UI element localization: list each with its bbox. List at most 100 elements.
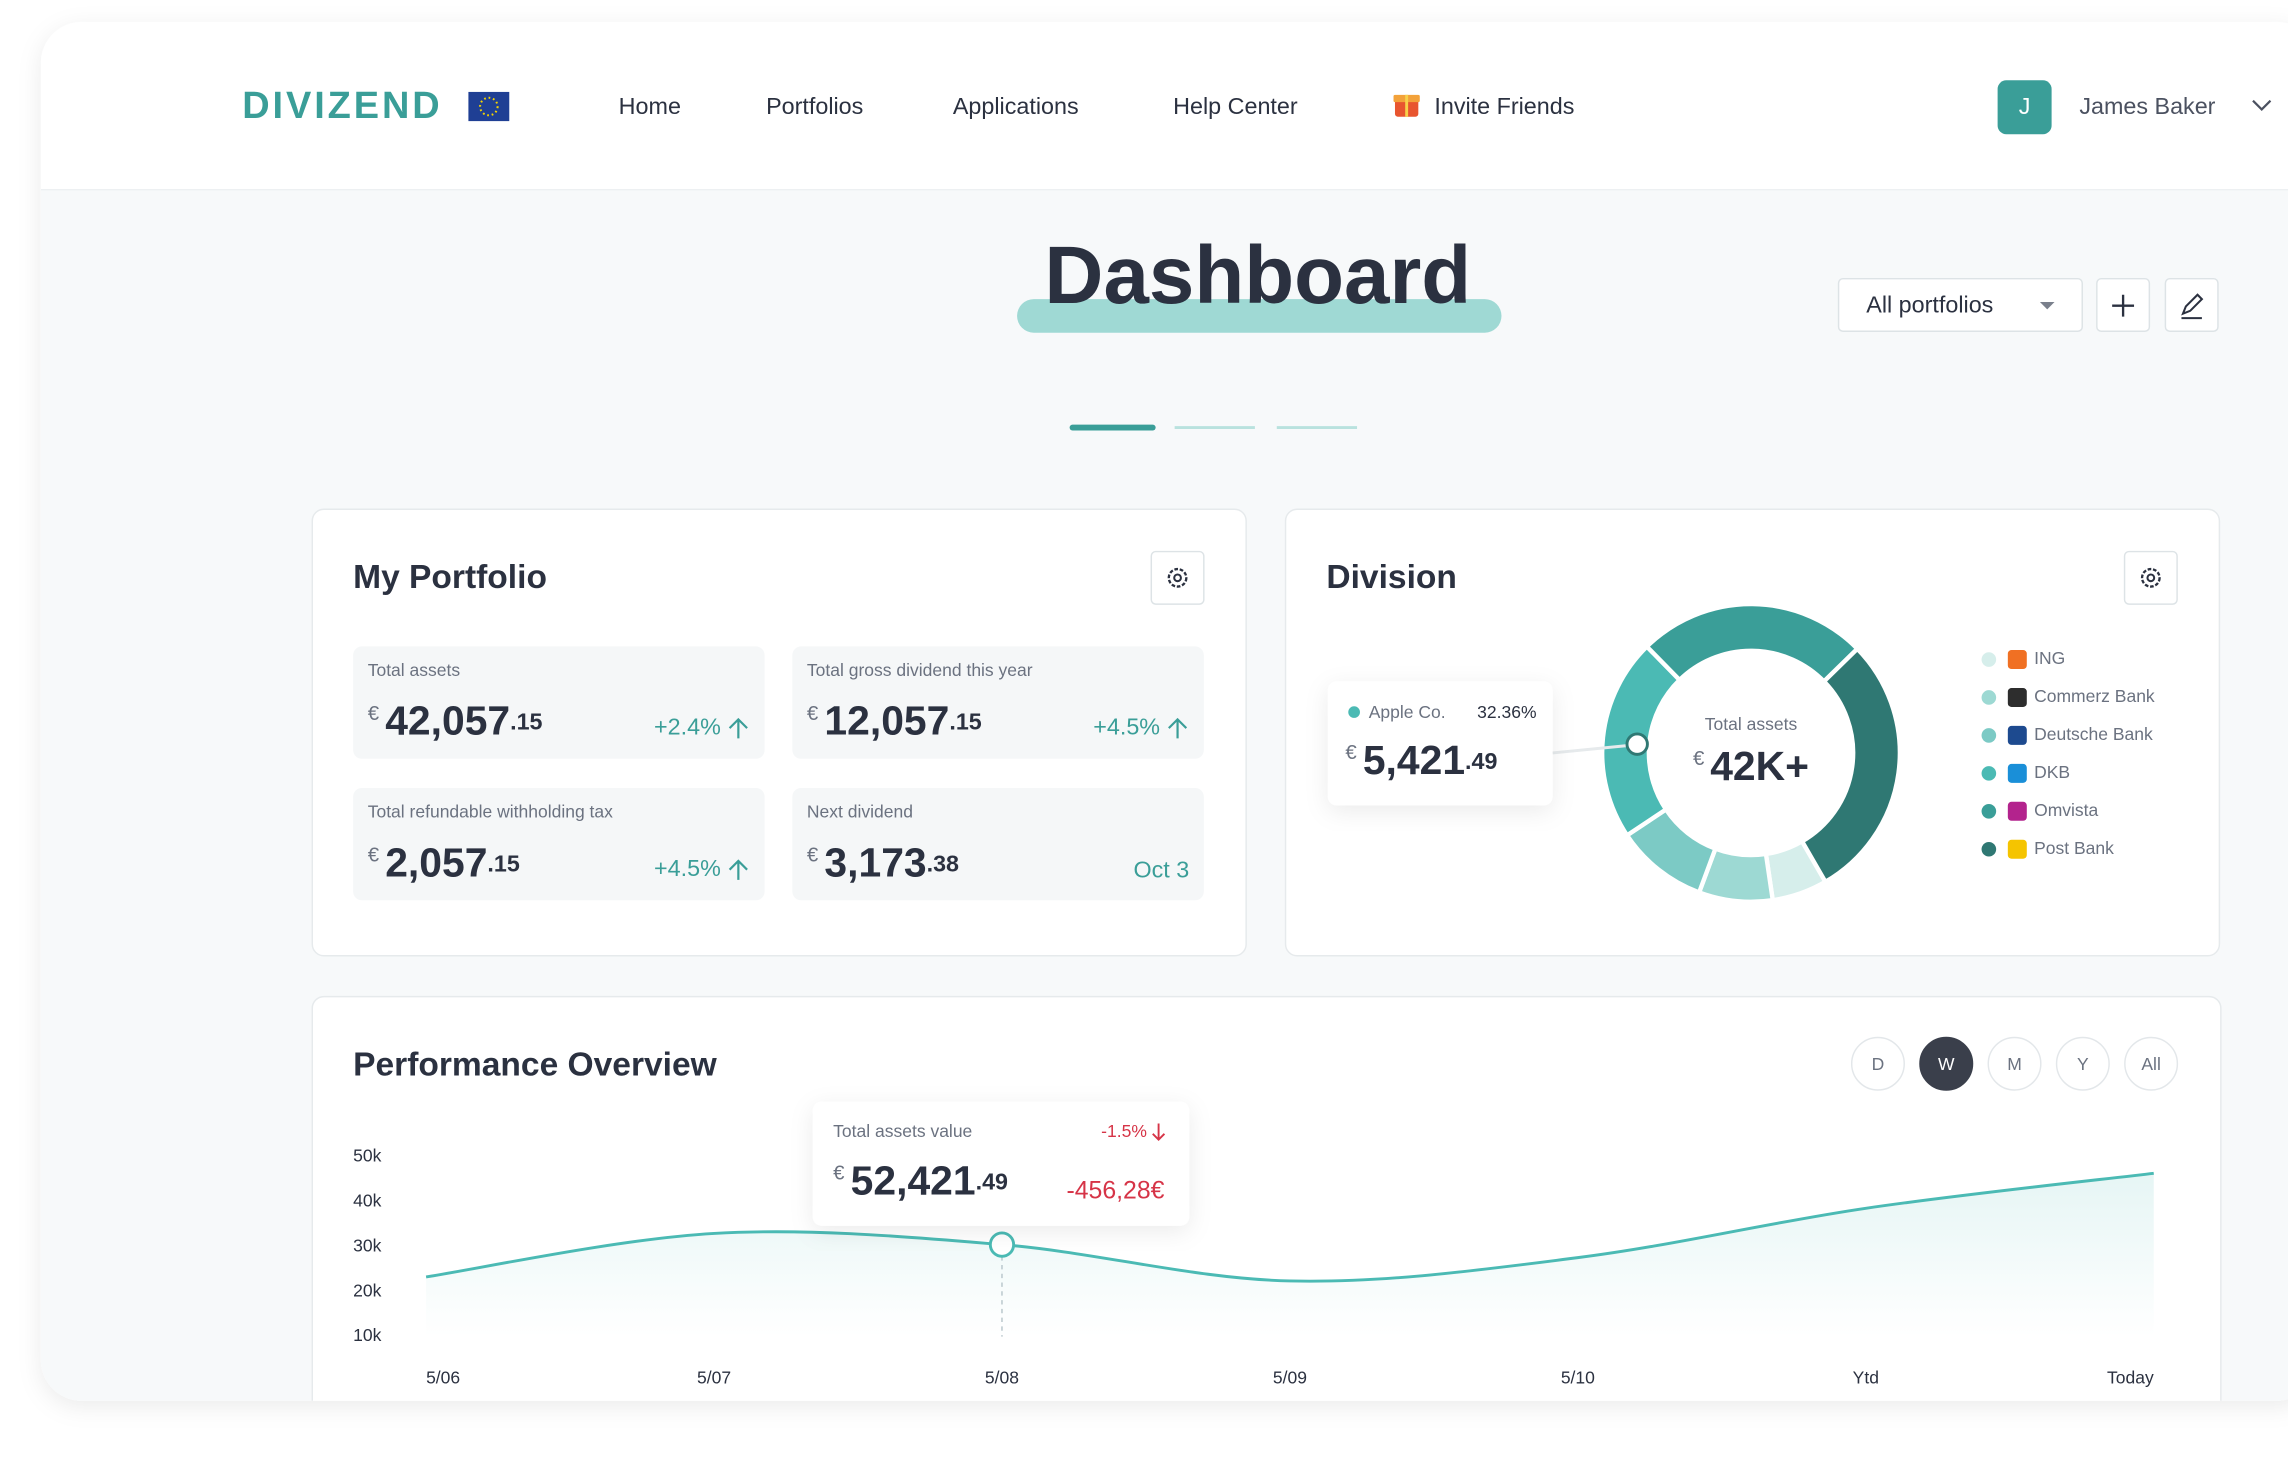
amount-cents: .49 xyxy=(976,1169,1008,1195)
up-arrow xyxy=(1168,717,1188,739)
hover-marker xyxy=(988,1231,1016,1258)
amount-cents: .38 xyxy=(927,850,959,876)
nav-link[interactable]: Invite Friends xyxy=(1434,93,1574,119)
legend-logo xyxy=(2007,725,2027,745)
legend-label[interactable]: Omvista xyxy=(2034,800,2098,820)
nav-link[interactable]: Portfolios xyxy=(766,93,863,119)
range-button[interactable] xyxy=(2124,1036,2179,1091)
amount-cents: .49 xyxy=(1465,748,1497,774)
amount-cents: .15 xyxy=(510,709,542,735)
amount: €2,057.15 xyxy=(368,839,520,885)
legend-label[interactable]: ING xyxy=(2034,648,2065,668)
tooltip-percent: 32.36% xyxy=(1477,702,1536,722)
amount-whole: 2,057 xyxy=(385,839,487,885)
legend-label[interactable]: DKB xyxy=(2034,762,2070,782)
legend-label[interactable]: Deutsche Bank xyxy=(2034,724,2153,744)
amount: €3,173.38 xyxy=(807,839,959,885)
stat-tile xyxy=(353,646,765,759)
stat-tile xyxy=(353,787,765,901)
legend-swatch xyxy=(1981,690,1997,705)
user-name[interactable]: James Baker xyxy=(2079,93,2215,119)
currency: € xyxy=(368,845,380,867)
header xyxy=(40,21,2288,190)
tooltip xyxy=(812,1101,1190,1226)
avatar[interactable] xyxy=(1997,80,2052,135)
nav-link[interactable]: Help Center xyxy=(1173,93,1298,119)
legend-logo xyxy=(2007,650,2027,670)
currency: € xyxy=(368,703,380,725)
amount-whole: 12,057 xyxy=(824,698,949,744)
logo[interactable]: DIVIZEND xyxy=(242,85,442,127)
x-tick-label: 5/06 xyxy=(426,1368,460,1388)
x-tick-label: 5/08 xyxy=(985,1368,1019,1388)
range-button[interactable] xyxy=(1919,1036,1974,1091)
stat-label: Total refundable withholding tax xyxy=(368,801,613,821)
range-button[interactable] xyxy=(1850,1036,1905,1091)
currency: € xyxy=(807,845,819,867)
stat-label: Next dividend xyxy=(807,801,913,821)
down-arrow xyxy=(1152,1123,1166,1141)
range-button[interactable] xyxy=(2055,1036,2110,1091)
nav-link[interactable]: Applications xyxy=(953,93,1079,119)
performance-card xyxy=(311,995,2222,1401)
stat-label: Total assets xyxy=(368,660,461,680)
legend-label[interactable]: Post Bank xyxy=(2034,838,2114,858)
tooltip-connector xyxy=(1552,744,1628,755)
legend-label[interactable]: Commerz Bank xyxy=(2034,686,2155,706)
y-tick-label: 50k xyxy=(353,1146,381,1166)
portfolio-select-value: All portfolios xyxy=(1866,292,1993,318)
donut-center-value: €42K+ xyxy=(1693,743,1809,789)
card-title: Performance Overview xyxy=(353,1047,718,1084)
tooltip-change: -1.5% xyxy=(1101,1121,1147,1141)
select-caret xyxy=(2039,302,2055,310)
amount-whole: 42,057 xyxy=(385,698,510,744)
stat-change: +4.5% xyxy=(1093,713,1160,739)
settings-button[interactable] xyxy=(1150,550,1205,605)
tooltip xyxy=(1327,681,1553,806)
legend-swatch xyxy=(1981,766,1997,781)
settings-icon xyxy=(1167,567,1188,588)
stat-change: +4.5% xyxy=(654,855,721,881)
edit-button[interactable] xyxy=(2164,277,2219,332)
eu-stars xyxy=(479,96,499,117)
settings-icon xyxy=(2146,573,2156,583)
range-button[interactable] xyxy=(1987,1036,2042,1091)
y-tick-label: 10k xyxy=(353,1325,381,1345)
amount: €52,421.49 xyxy=(833,1157,1008,1203)
donut-center-label: Total assets xyxy=(1705,714,1798,734)
range-label: All xyxy=(2141,1054,2160,1074)
amount: €42,057.15 xyxy=(368,698,543,744)
user-menu-chevron[interactable] xyxy=(2252,99,2272,111)
tooltip-label: Total assets value xyxy=(833,1121,972,1141)
range-label: W xyxy=(1938,1054,1955,1074)
legend-logo xyxy=(2007,687,2027,707)
area xyxy=(426,1173,2154,1337)
settings-icon xyxy=(2140,567,2161,588)
x-tick-label: 5/10 xyxy=(1561,1368,1595,1388)
tooltip-delta: -456,28€ xyxy=(1067,1178,1165,1205)
legend-swatch xyxy=(1981,728,1997,743)
legend-swatch xyxy=(1981,652,1997,667)
legend-swatch xyxy=(1981,841,1997,857)
amount: €5,421.49 xyxy=(1345,737,1497,783)
y-tick-label: 40k xyxy=(353,1191,381,1211)
portfolio-select[interactable] xyxy=(1837,277,2083,332)
currency: € xyxy=(833,1163,845,1185)
currency: € xyxy=(1693,749,1705,771)
tooltip-swatch xyxy=(1348,706,1360,718)
tooltip-name: Apple Co. xyxy=(1369,702,1446,722)
amount-whole: 3,173 xyxy=(824,839,926,885)
settings-button[interactable] xyxy=(2123,550,2178,605)
line xyxy=(425,1171,2154,1283)
add-icon xyxy=(2112,294,2135,317)
nav-link[interactable]: Home xyxy=(619,93,681,119)
currency: € xyxy=(1345,743,1357,765)
legend-logo xyxy=(2007,763,2027,783)
legend-logo xyxy=(2007,801,2027,821)
range-label: Y xyxy=(2077,1054,2089,1074)
center-value: 42K+ xyxy=(1710,743,1809,789)
eu-flag xyxy=(468,91,510,122)
card-title: My Portfolio xyxy=(353,559,547,596)
